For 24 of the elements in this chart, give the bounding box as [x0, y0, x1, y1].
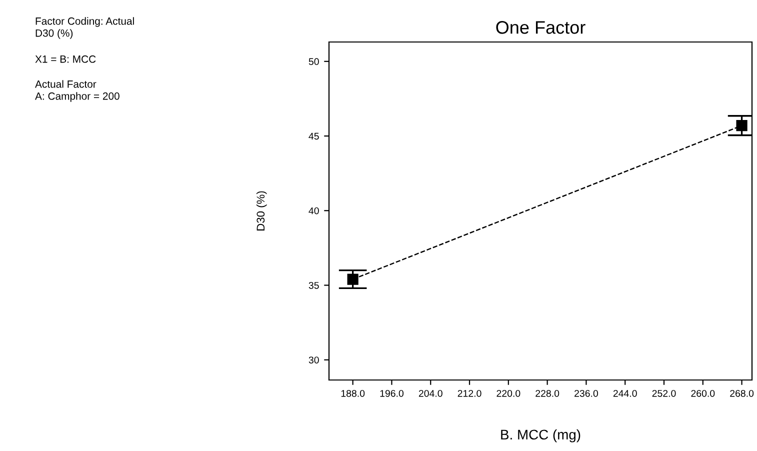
text: Actual Factor	[35, 80, 96, 88]
text: D30 (%)	[36, 29, 73, 39]
x-tick-label: 244.0	[613, 390, 637, 397]
chart-title: One Factor	[496, 21, 586, 34]
x-tick-label: 212.0	[458, 390, 482, 397]
y-tick-label: 35	[308, 282, 319, 289]
x-tick-label: 204.0	[418, 390, 442, 397]
x-tick-label: 252.0	[652, 390, 676, 397]
y-tick-label: 45	[308, 132, 319, 140]
x-tick-label: 196.0	[380, 390, 404, 397]
x-tick-label: 268.0	[730, 390, 754, 397]
text: X1 = B: MCC	[35, 55, 96, 63]
x-tick-label: 228.0	[536, 390, 560, 397]
x-tick-label: 260.0	[691, 390, 715, 397]
x-tick-label: 220.0	[496, 390, 520, 397]
y-tick-label: 50	[308, 58, 319, 66]
x-axis-title: B. MCC (mg)	[501, 429, 580, 442]
y-tick-label: 40	[308, 207, 319, 214]
x-tick-label: 188.0	[341, 390, 365, 397]
text: A: Camphor = 200	[35, 92, 120, 102]
y-axis-title: D30 (%)	[256, 191, 267, 230]
x-tick-label: 236.0	[574, 390, 598, 397]
y-tick-label: 30	[308, 356, 319, 364]
text: Factor Coding: Actual	[36, 17, 134, 27]
